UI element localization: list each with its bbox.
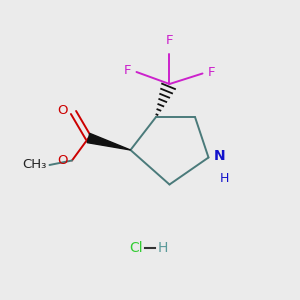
Text: Cl: Cl bbox=[129, 241, 142, 254]
Text: O: O bbox=[57, 154, 68, 167]
Polygon shape bbox=[87, 134, 130, 150]
Text: N: N bbox=[214, 149, 226, 163]
Text: H: H bbox=[220, 172, 229, 185]
Text: H: H bbox=[158, 241, 168, 254]
Text: O: O bbox=[58, 104, 68, 118]
Text: CH₃: CH₃ bbox=[22, 158, 46, 172]
Text: F: F bbox=[166, 34, 173, 46]
Text: F: F bbox=[208, 65, 215, 79]
Text: F: F bbox=[124, 64, 131, 77]
